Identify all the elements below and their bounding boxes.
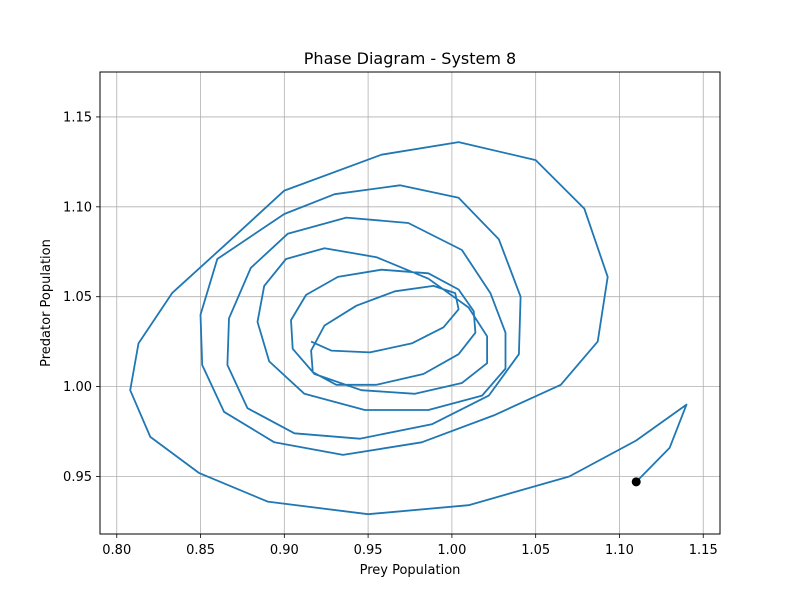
x-tick-label: 0.95 [354,543,383,558]
x-axis-label: Prey Population [360,563,461,578]
x-tick-label: 0.90 [270,543,299,558]
y-tick-label: 1.05 [63,290,92,305]
x-tick-label: 1.05 [521,543,550,558]
x-tick-label: 1.10 [605,543,634,558]
x-tick-label: 1.00 [437,543,466,558]
chart-title: Phase Diagram - System 8 [304,49,516,68]
series-group [129,141,688,516]
x-axis-ticks: 0.80 0.85 0.90 0.95 1.00 1.05 1.10 1.15 [102,534,718,558]
x-tick-label: 0.85 [186,543,215,558]
y-tick-label: 1.10 [63,200,92,215]
plot-frame [99,71,721,535]
y-tick-label: 1.00 [63,380,92,395]
trajectory-line [129,141,688,516]
x-tick-label: 0.80 [102,543,131,558]
y-axis-ticks: 0.95 1.00 1.05 1.10 1.15 [63,110,100,485]
y-tick-label: 1.15 [63,110,92,125]
x-tick-label: 1.15 [689,543,718,558]
y-tick-label: 0.95 [63,470,92,485]
start-point-marker [631,477,641,487]
grid [100,72,720,534]
y-axis-label: Predator Population [39,239,54,367]
